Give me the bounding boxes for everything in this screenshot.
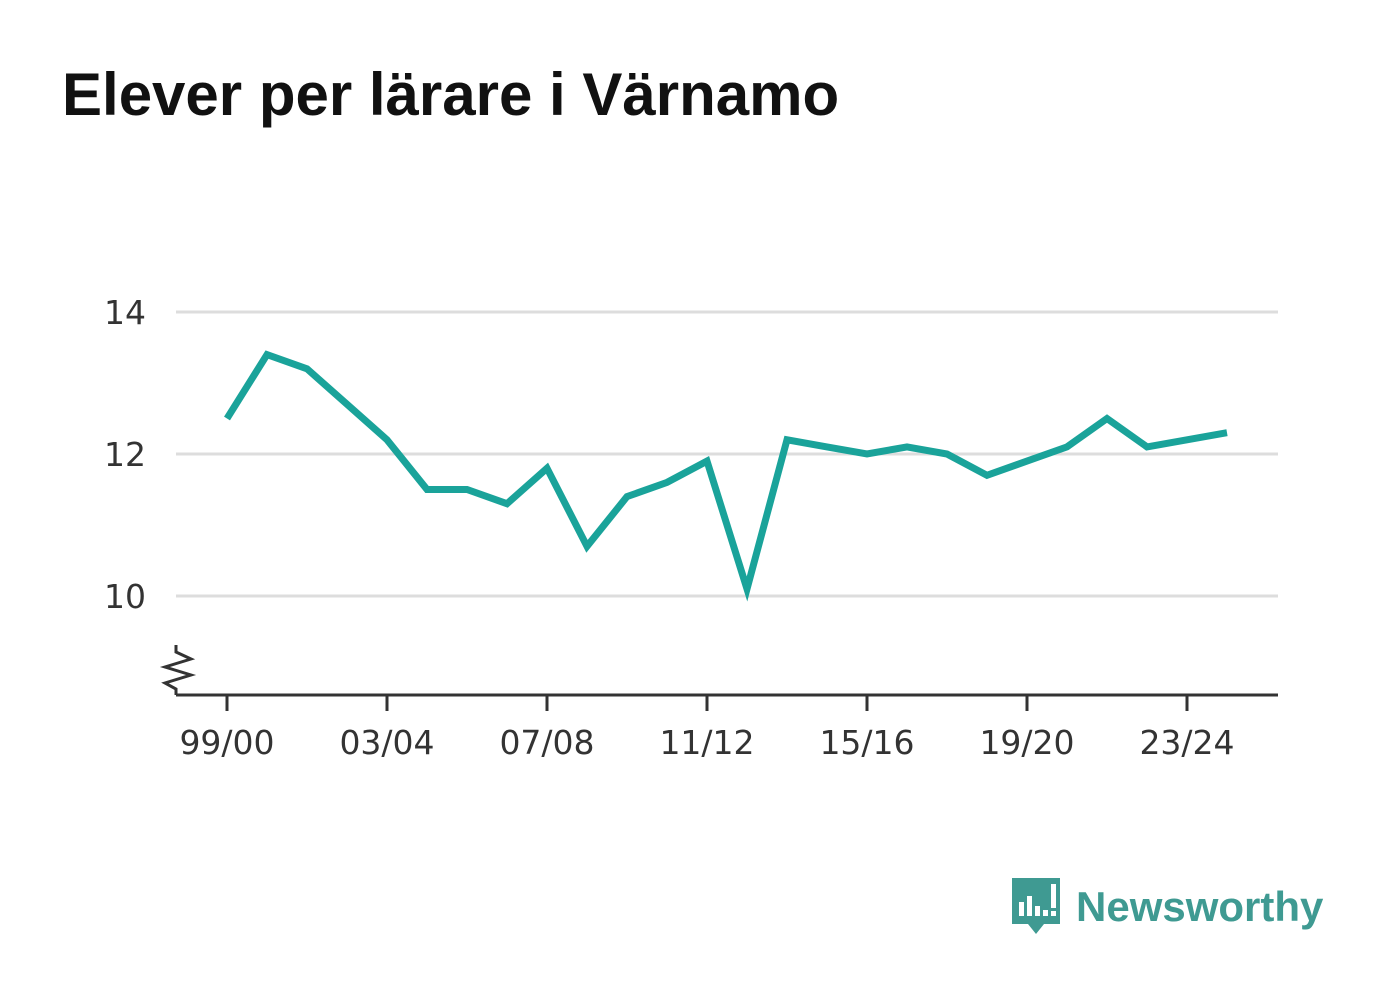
- series-line: [224, 350, 1228, 602]
- bar-chart-speech-bubble-icon: [1012, 878, 1060, 934]
- data-point-24-25: [1224, 430, 1230, 436]
- data-point-03-04: [384, 437, 390, 443]
- y-tick-label: 14: [104, 293, 146, 332]
- data-point-04-05: [424, 487, 430, 493]
- data-point-02-03: [344, 401, 350, 407]
- x-ticks: [225, 695, 1189, 711]
- gridlines: [176, 310, 1278, 598]
- data-point-00-01: [264, 352, 270, 358]
- data-point-07-08: [544, 465, 550, 471]
- data-point-09-10: [624, 494, 630, 500]
- data-point-12-13: [744, 586, 750, 592]
- x-tick-label: 23/24: [1139, 723, 1234, 762]
- y-tick-label: 12: [104, 435, 146, 474]
- x-tick-labels: 99/00 03/04 07/08 11/12 15/16 19/20 23/24: [179, 723, 1234, 762]
- y-axis-break-icon: [159, 645, 197, 695]
- chart-title: Elever per lärare i Värnamo: [62, 61, 840, 128]
- data-point-11-12: [704, 458, 710, 464]
- x-tick-label: 07/08: [499, 723, 594, 762]
- data-point-99-00: [224, 416, 230, 422]
- data-points: [224, 352, 1230, 592]
- data-point-22-23: [1144, 444, 1150, 450]
- data-point-19-20: [1024, 458, 1030, 464]
- x-tick-label: 15/16: [819, 723, 914, 762]
- y-tick-labels: 10 12 14: [104, 293, 146, 616]
- x-tick-label: 03/04: [339, 723, 434, 762]
- data-point-05-06: [464, 487, 470, 493]
- data-point-01-02: [304, 366, 310, 372]
- x-tick-label: 19/20: [979, 723, 1074, 762]
- brand-logo: Newsworthy: [1010, 876, 1323, 938]
- data-point-06-07: [504, 501, 510, 507]
- data-point-10-11: [664, 479, 670, 485]
- data-point-23-24: [1184, 437, 1190, 443]
- data-point-15-16: [864, 451, 870, 457]
- brand-name: Newsworthy: [1076, 883, 1324, 930]
- data-point-17-18: [944, 451, 950, 457]
- y-tick-label: 10: [104, 577, 146, 616]
- data-point-16-17: [904, 444, 910, 450]
- data-point-21-22: [1104, 416, 1110, 422]
- data-point-20-21: [1064, 444, 1070, 450]
- data-point-18-19: [984, 472, 990, 478]
- data-point-14-15: [824, 444, 830, 450]
- x-tick-label: 11/12: [659, 723, 754, 762]
- data-point-08-09: [584, 543, 590, 549]
- x-tick-label: 99/00: [179, 723, 274, 762]
- data-point-13-14: [784, 437, 790, 443]
